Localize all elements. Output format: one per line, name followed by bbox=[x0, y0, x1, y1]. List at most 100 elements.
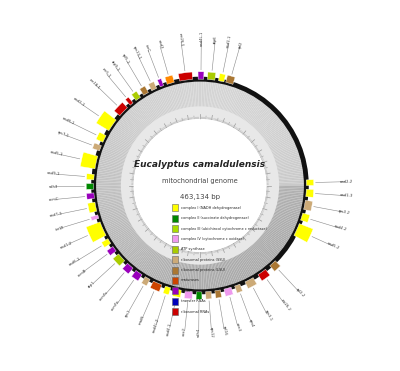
Wedge shape bbox=[104, 141, 140, 158]
Wedge shape bbox=[96, 193, 134, 198]
Wedge shape bbox=[264, 202, 302, 213]
Wedge shape bbox=[98, 160, 135, 171]
Wedge shape bbox=[266, 173, 304, 178]
Wedge shape bbox=[246, 233, 273, 262]
Wedge shape bbox=[263, 151, 300, 165]
Wedge shape bbox=[266, 197, 304, 206]
Wedge shape bbox=[99, 204, 136, 216]
Text: nad1-2: nad1-2 bbox=[59, 241, 73, 250]
Wedge shape bbox=[226, 75, 235, 84]
Wedge shape bbox=[116, 121, 147, 145]
Wedge shape bbox=[255, 127, 288, 149]
Wedge shape bbox=[123, 231, 152, 259]
Wedge shape bbox=[202, 252, 206, 290]
Text: rpl5-1: rpl5-1 bbox=[121, 53, 130, 65]
Wedge shape bbox=[251, 118, 282, 144]
Wedge shape bbox=[264, 204, 301, 216]
Wedge shape bbox=[95, 178, 133, 182]
Wedge shape bbox=[225, 88, 241, 124]
Wedge shape bbox=[230, 92, 249, 127]
Wedge shape bbox=[227, 89, 244, 125]
Text: sdh3: sdh3 bbox=[49, 185, 58, 189]
Wedge shape bbox=[264, 157, 302, 168]
Wedge shape bbox=[151, 244, 170, 279]
Wedge shape bbox=[96, 111, 116, 131]
Wedge shape bbox=[96, 195, 134, 202]
Wedge shape bbox=[108, 133, 142, 153]
Wedge shape bbox=[149, 244, 169, 278]
Wedge shape bbox=[258, 133, 292, 153]
Wedge shape bbox=[141, 97, 164, 130]
Wedge shape bbox=[161, 247, 176, 284]
Wedge shape bbox=[266, 196, 304, 204]
Text: transfer RNAs: transfer RNAs bbox=[181, 299, 206, 303]
Text: matR: matR bbox=[138, 315, 145, 325]
Wedge shape bbox=[164, 86, 178, 123]
Wedge shape bbox=[109, 219, 143, 240]
Wedge shape bbox=[113, 223, 145, 246]
Wedge shape bbox=[249, 230, 278, 257]
Wedge shape bbox=[226, 246, 243, 282]
Wedge shape bbox=[238, 99, 262, 131]
Wedge shape bbox=[202, 81, 206, 119]
Wedge shape bbox=[270, 261, 280, 271]
Wedge shape bbox=[132, 91, 140, 101]
Wedge shape bbox=[135, 102, 160, 133]
Wedge shape bbox=[86, 193, 94, 199]
Wedge shape bbox=[252, 227, 283, 252]
Wedge shape bbox=[191, 252, 195, 290]
Wedge shape bbox=[218, 73, 226, 82]
Wedge shape bbox=[244, 235, 270, 265]
Wedge shape bbox=[204, 81, 207, 119]
Text: nad4-2: nad4-2 bbox=[333, 224, 347, 232]
Text: rps12: rps12 bbox=[209, 326, 214, 337]
Text: ccmFc: ccmFc bbox=[98, 290, 109, 302]
Wedge shape bbox=[294, 224, 313, 242]
Wedge shape bbox=[118, 227, 149, 253]
Wedge shape bbox=[174, 250, 185, 288]
Wedge shape bbox=[208, 252, 215, 290]
Wedge shape bbox=[220, 85, 232, 122]
Wedge shape bbox=[218, 249, 231, 286]
Wedge shape bbox=[257, 220, 290, 241]
Wedge shape bbox=[191, 81, 195, 119]
FancyBboxPatch shape bbox=[172, 267, 178, 273]
Wedge shape bbox=[261, 211, 297, 228]
Wedge shape bbox=[241, 237, 266, 268]
Text: nad2-1: nad2-1 bbox=[72, 97, 86, 108]
Wedge shape bbox=[258, 269, 270, 281]
Wedge shape bbox=[263, 150, 299, 164]
Wedge shape bbox=[101, 150, 137, 164]
Wedge shape bbox=[260, 215, 294, 233]
Wedge shape bbox=[105, 214, 140, 232]
Wedge shape bbox=[266, 191, 305, 197]
Wedge shape bbox=[210, 82, 218, 120]
Text: ribosomal proteins (SSU): ribosomal proteins (SSU) bbox=[181, 258, 225, 262]
Wedge shape bbox=[189, 252, 194, 290]
Wedge shape bbox=[169, 249, 182, 286]
Wedge shape bbox=[98, 200, 135, 211]
Wedge shape bbox=[117, 119, 148, 144]
Wedge shape bbox=[216, 83, 227, 121]
Wedge shape bbox=[242, 237, 268, 267]
Wedge shape bbox=[144, 242, 166, 276]
Text: trnW: trnW bbox=[55, 225, 65, 232]
Wedge shape bbox=[245, 278, 257, 289]
Wedge shape bbox=[96, 197, 134, 206]
Wedge shape bbox=[180, 251, 188, 289]
Wedge shape bbox=[172, 289, 182, 298]
Wedge shape bbox=[231, 244, 251, 278]
Wedge shape bbox=[240, 238, 265, 269]
Wedge shape bbox=[157, 89, 174, 125]
Wedge shape bbox=[95, 191, 134, 197]
Wedge shape bbox=[245, 234, 272, 264]
Wedge shape bbox=[106, 215, 140, 233]
Wedge shape bbox=[182, 251, 190, 289]
Text: nad2-2: nad2-2 bbox=[340, 180, 353, 184]
Wedge shape bbox=[215, 83, 226, 121]
Wedge shape bbox=[300, 213, 310, 223]
Wedge shape bbox=[249, 114, 278, 141]
Wedge shape bbox=[149, 93, 169, 127]
Wedge shape bbox=[233, 95, 254, 128]
Wedge shape bbox=[189, 81, 194, 119]
